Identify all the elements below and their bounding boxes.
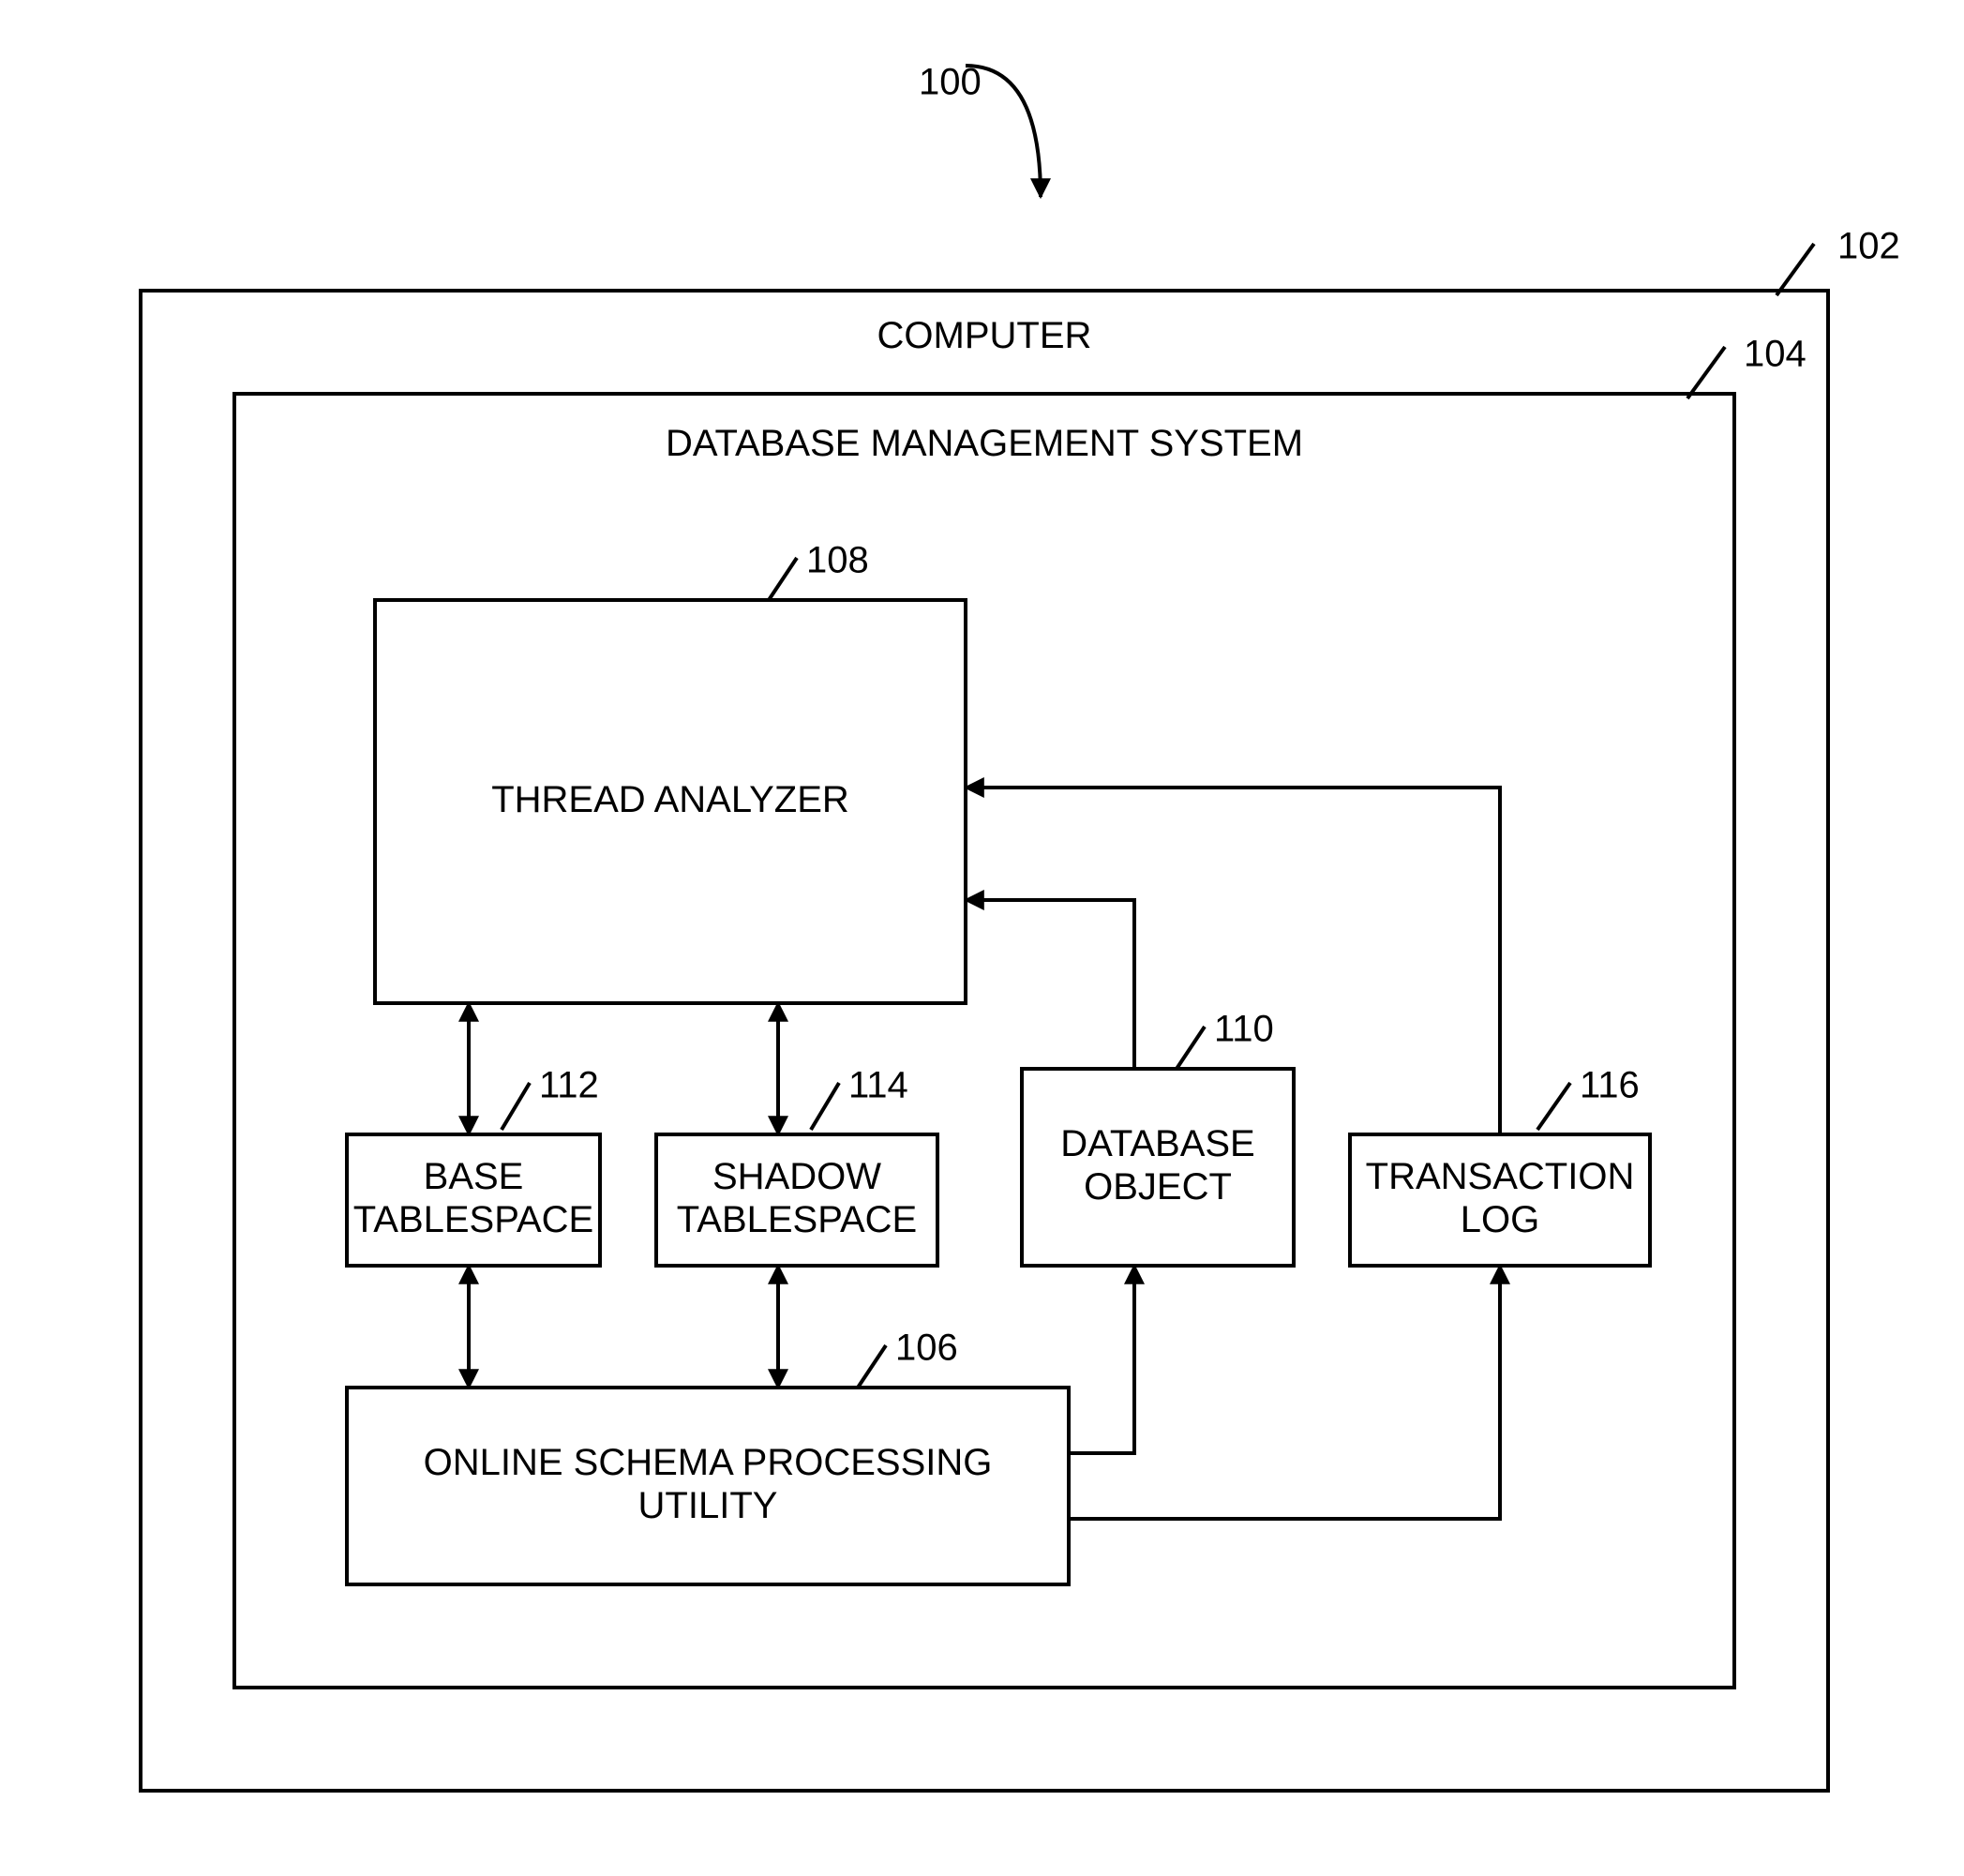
database_object-label: DATABASEOBJECT	[1060, 1123, 1254, 1208]
edge-osp-do	[1069, 1266, 1134, 1453]
node-thread_analyzer: THREAD ANALYZER 108	[375, 540, 966, 1003]
shadow_tablespace-ref-tick	[811, 1083, 839, 1130]
transaction_log-ref: 116	[1580, 1065, 1640, 1106]
database_object-ref-tick	[1177, 1027, 1205, 1069]
thread_analyzer-label: THREAD ANALYZER	[491, 779, 849, 820]
osp_utility-ref-tick	[858, 1345, 886, 1388]
node-osp_utility: ONLINE SCHEMA PROCESSINGUTILITY 106	[347, 1328, 1069, 1584]
transaction_log-ref-tick	[1537, 1083, 1570, 1130]
computer-box	[141, 291, 1828, 1791]
base_tablespace-ref-tick	[502, 1083, 530, 1130]
thread_analyzer-ref-tick	[769, 558, 797, 600]
dbms-ref-tick	[1687, 347, 1725, 398]
shadow_tablespace-ref: 114	[848, 1065, 908, 1106]
osp_utility-ref: 106	[895, 1328, 958, 1369]
shadow_tablespace-label: SHADOWTABLESPACE	[677, 1156, 917, 1240]
computer-ref: 102	[1837, 226, 1900, 267]
dbms-ref: 104	[1744, 334, 1807, 375]
node-shadow_tablespace: SHADOWTABLESPACE 114	[656, 1065, 937, 1266]
dbms-box	[234, 394, 1734, 1688]
database_object-ref: 110	[1214, 1009, 1274, 1050]
figure-ref: 100	[919, 62, 1041, 197]
computer-ref-tick	[1777, 244, 1814, 295]
thread_analyzer-ref: 108	[806, 540, 869, 581]
node-database_object: DATABASEOBJECT 110	[1022, 1009, 1294, 1266]
base_tablespace-ref: 112	[539, 1065, 599, 1106]
dbms-label: DATABASE MANAGEMENT SYSTEM	[666, 423, 1303, 464]
edge-do-ta	[966, 900, 1134, 1069]
computer-label: COMPUTER	[877, 315, 1092, 356]
transaction_log-label: TRANSACTIONLOG	[1366, 1156, 1635, 1240]
base_tablespace-label: BASETABLESPACE	[353, 1156, 593, 1240]
node-base_tablespace: BASETABLESPACE 112	[347, 1065, 600, 1266]
edge-tl-ta	[966, 788, 1500, 1134]
osp_utility-label: ONLINE SCHEMA PROCESSINGUTILITY	[424, 1442, 993, 1526]
